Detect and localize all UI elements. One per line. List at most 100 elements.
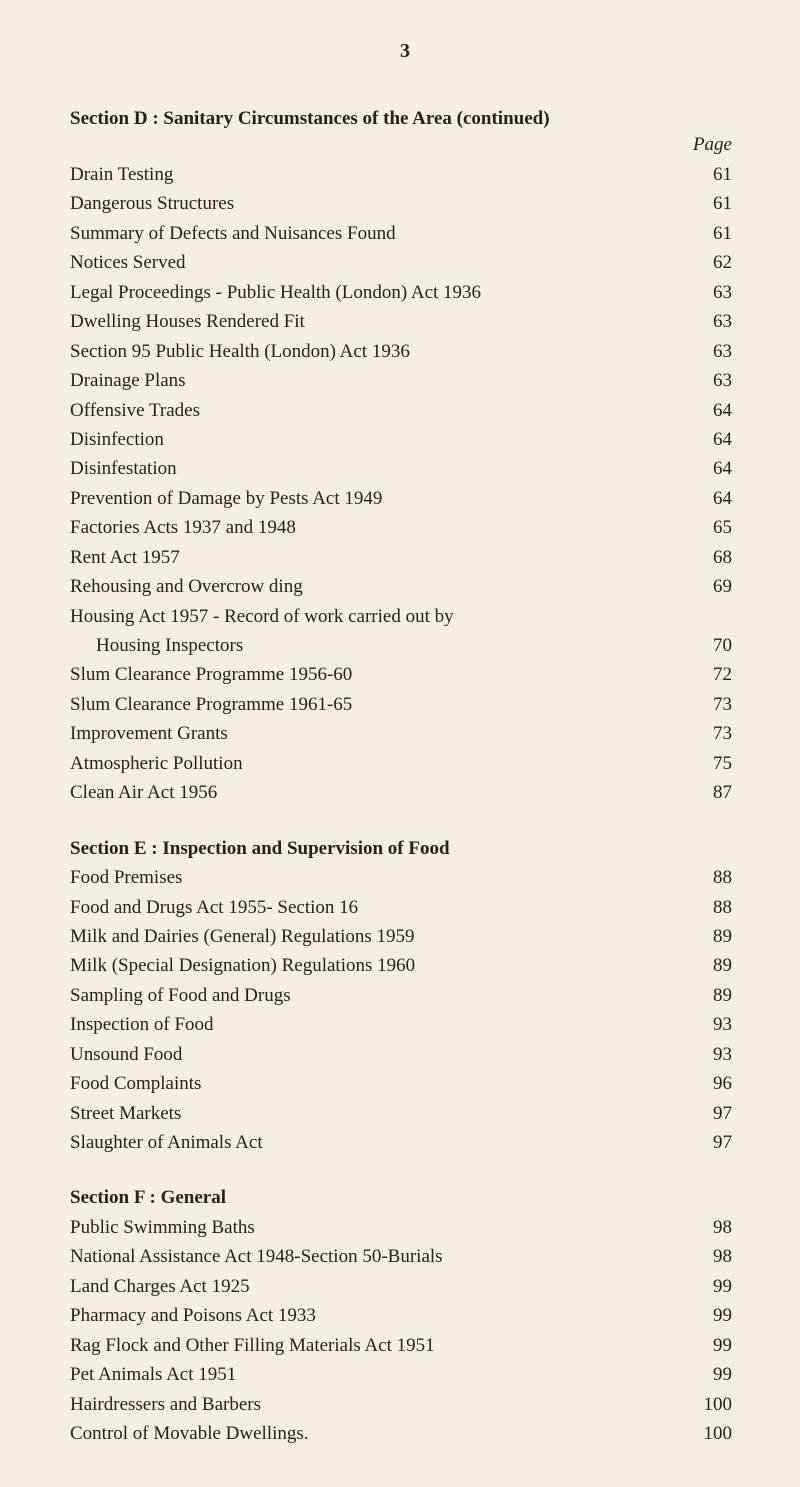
toc-page-number: 89 xyxy=(682,981,740,1010)
toc-row: Factories Acts 1937 and 194865 xyxy=(70,513,740,542)
toc-row: Rehousing and Overcrow ding69 xyxy=(70,572,740,601)
toc-label: Drain Testing xyxy=(70,160,682,189)
toc-page-number: 69 xyxy=(682,572,740,601)
toc-label: Unsound Food xyxy=(70,1040,682,1069)
toc-row: Milk and Dairies (General) Regulations 1… xyxy=(70,922,740,951)
toc-page-number: 64 xyxy=(682,425,740,454)
toc-row: Summary of Defects and Nuisances Found61 xyxy=(70,219,740,248)
toc-row: Prevention of Damage by Pests Act 194964 xyxy=(70,484,740,513)
toc-label: Food and Drugs Act 1955- Section 16 xyxy=(70,893,682,922)
toc-label: Factories Acts 1937 and 1948 xyxy=(70,513,682,542)
toc-label: Prevention of Damage by Pests Act 1949 xyxy=(70,484,682,513)
toc-row: Offensive Trades64 xyxy=(70,396,740,425)
toc-label: Public Swimming Baths xyxy=(70,1213,682,1242)
toc-page-number: 64 xyxy=(682,484,740,513)
toc-page-number: 97 xyxy=(682,1128,740,1157)
document-page: 3 Section D : Sanitary Circumstances of … xyxy=(0,0,800,1487)
toc-row: Housing Inspectors70 xyxy=(70,631,740,660)
toc-label: Street Markets xyxy=(70,1099,682,1128)
toc-page-number: 64 xyxy=(682,454,740,483)
toc-row: Atmospheric Pollution75 xyxy=(70,749,740,778)
toc-label: Pharmacy and Poisons Act 1933 xyxy=(70,1301,682,1330)
toc-label: Improvement Grants xyxy=(70,719,682,748)
toc-label: Drainage Plans xyxy=(70,366,682,395)
toc-row: Milk (Special Designation) Regulations 1… xyxy=(70,951,740,980)
toc-label: Pet Animals Act 1951 xyxy=(70,1360,682,1389)
toc-page-number: 99 xyxy=(682,1272,740,1301)
toc-label: Slaughter of Animals Act xyxy=(70,1128,682,1157)
toc-page-number: 63 xyxy=(682,366,740,395)
toc-page-number: 88 xyxy=(682,863,740,892)
toc-row: Slum Clearance Programme 1956-6072 xyxy=(70,660,740,689)
toc-row: Food and Drugs Act 1955- Section 1688 xyxy=(70,893,740,922)
toc-page-number: 99 xyxy=(682,1360,740,1389)
toc-label: Housing Inspectors xyxy=(70,631,682,660)
toc-row: Dwelling Houses Rendered Fit63 xyxy=(70,307,740,336)
toc-row: Drain Testing61 xyxy=(70,160,740,189)
toc-label: Summary of Defects and Nuisances Found xyxy=(70,219,682,248)
toc-page-number: 61 xyxy=(682,160,740,189)
toc-row: Disinfestation64 xyxy=(70,454,740,483)
toc-row: Rent Act 195768 xyxy=(70,543,740,572)
section-d-title: Section D : Sanitary Circumstances of th… xyxy=(70,108,740,130)
toc-row: Notices Served62 xyxy=(70,248,740,277)
toc-page-number: 93 xyxy=(682,1040,740,1069)
toc-page-number: 61 xyxy=(682,189,740,218)
toc-label: Land Charges Act 1925 xyxy=(70,1272,682,1301)
toc-page-number: 68 xyxy=(682,543,740,572)
toc-page-number: 63 xyxy=(682,337,740,366)
toc-label: Legal Proceedings - Public Health (Londo… xyxy=(70,278,682,307)
toc-label: Disinfestation xyxy=(70,454,682,483)
section-f-title: Section F : General xyxy=(70,1183,740,1212)
toc-label: Milk and Dairies (General) Regulations 1… xyxy=(70,922,682,951)
toc-row: Slum Clearance Programme 1961-6573 xyxy=(70,690,740,719)
toc-label: Section 95 Public Health (London) Act 19… xyxy=(70,337,682,366)
toc-row: Section 95 Public Health (London) Act 19… xyxy=(70,337,740,366)
toc-row: Street Markets97 xyxy=(70,1099,740,1128)
toc-row: Improvement Grants73 xyxy=(70,719,740,748)
toc-page-number: 73 xyxy=(682,719,740,748)
toc-page-number: 98 xyxy=(682,1242,740,1271)
toc-row: Hairdressers and Barbers100 xyxy=(70,1390,740,1419)
toc-row: Inspection of Food93 xyxy=(70,1010,740,1039)
toc-page-number: 98 xyxy=(682,1213,740,1242)
toc-row: Slaughter of Animals Act97 xyxy=(70,1128,740,1157)
toc-label: Rent Act 1957 xyxy=(70,543,682,572)
toc-row: Disinfection64 xyxy=(70,425,740,454)
page-number: 3 xyxy=(70,40,740,63)
toc-label: Slum Clearance Programme 1956-60 xyxy=(70,660,682,689)
toc-row: Pet Animals Act 195199 xyxy=(70,1360,740,1389)
toc-label: Control of Movable Dwellings. xyxy=(70,1419,682,1448)
toc-page-number: 100 xyxy=(682,1390,740,1419)
toc-label: Dangerous Structures xyxy=(70,189,682,218)
toc-label: Food Complaints xyxy=(70,1069,682,1098)
toc-label: Rehousing and Overcrow ding xyxy=(70,572,682,601)
toc-label: National Assistance Act 1948-Section 50-… xyxy=(70,1242,682,1271)
section-e-list: Food Premises88Food and Drugs Act 1955- … xyxy=(70,863,740,1157)
toc-label: Housing Act 1957 - Record of work carrie… xyxy=(70,602,682,631)
section-d-list: Drain Testing61Dangerous Structures61Sum… xyxy=(70,160,740,808)
toc-row: Land Charges Act 192599 xyxy=(70,1272,740,1301)
toc-page-number: 73 xyxy=(682,690,740,719)
toc-row: National Assistance Act 1948-Section 50-… xyxy=(70,1242,740,1271)
section-f-list: Public Swimming Baths98National Assistan… xyxy=(70,1213,740,1449)
toc-row: Control of Movable Dwellings.100 xyxy=(70,1419,740,1448)
toc-row: Legal Proceedings - Public Health (Londo… xyxy=(70,278,740,307)
toc-row: Dangerous Structures61 xyxy=(70,189,740,218)
toc-row: Food Premises88 xyxy=(70,863,740,892)
toc-row: Rag Flock and Other Filling Materials Ac… xyxy=(70,1331,740,1360)
toc-label: Slum Clearance Programme 1961-65 xyxy=(70,690,682,719)
toc-page-number: 89 xyxy=(682,951,740,980)
section-e-title: Section E : Inspection and Supervision o… xyxy=(70,834,740,863)
toc-row: Public Swimming Baths98 xyxy=(70,1213,740,1242)
toc-row: Clean Air Act 195687 xyxy=(70,778,740,807)
toc-label: Offensive Trades xyxy=(70,396,682,425)
toc-page-number: 93 xyxy=(682,1010,740,1039)
toc-row: Pharmacy and Poisons Act 193399 xyxy=(70,1301,740,1330)
toc-page-number: 96 xyxy=(682,1069,740,1098)
toc-page-number: 88 xyxy=(682,893,740,922)
toc-label: Rag Flock and Other Filling Materials Ac… xyxy=(70,1331,682,1360)
toc-label: Inspection of Food xyxy=(70,1010,682,1039)
toc-label: Hairdressers and Barbers xyxy=(70,1390,682,1419)
toc-page-number: 75 xyxy=(682,749,740,778)
